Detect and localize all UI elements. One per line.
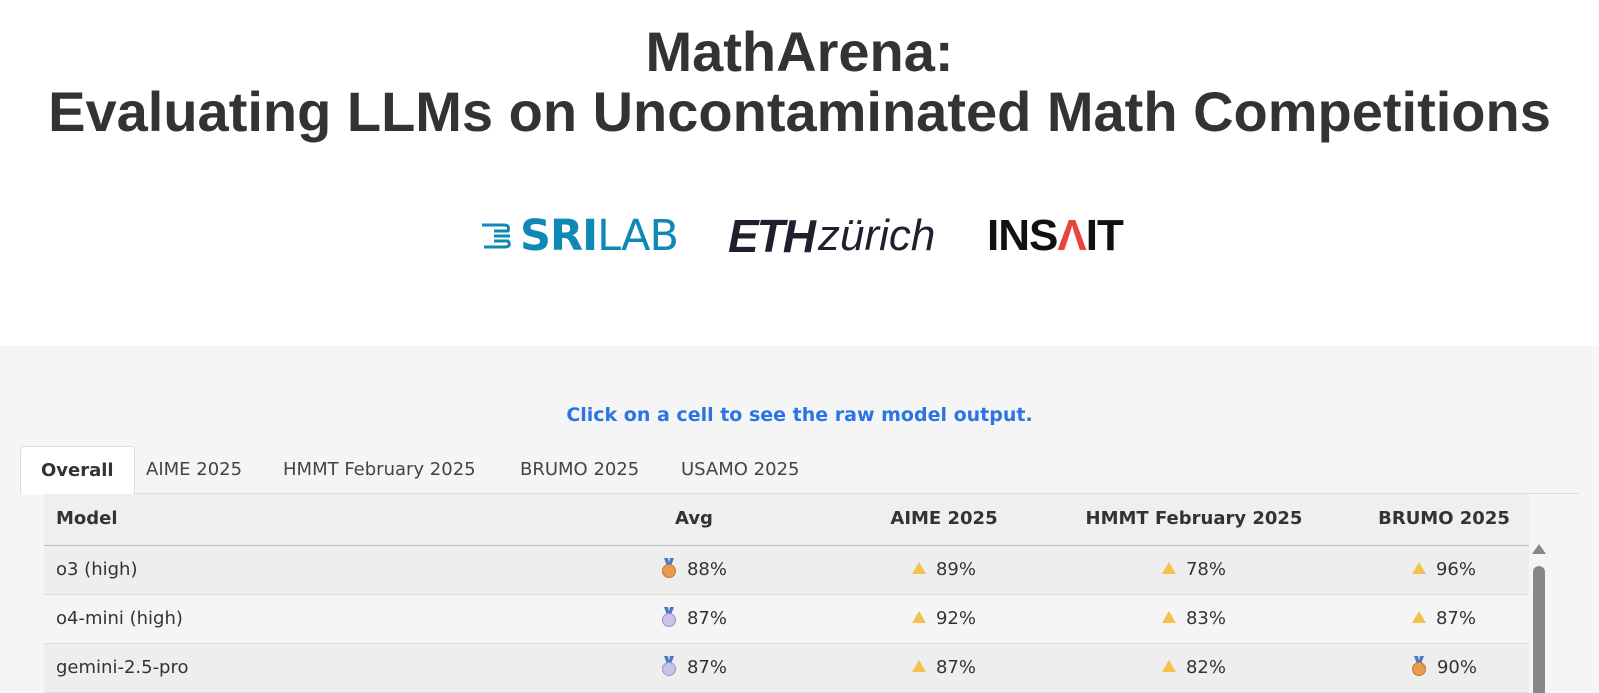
page-title: MathArena: Evaluating LLMs on Uncontamin… bbox=[0, 22, 1599, 142]
srilab-logo-bold: SRI bbox=[520, 211, 598, 261]
model-name: o3 (high) bbox=[56, 559, 138, 580]
model-name: o4-mini (high) bbox=[56, 608, 183, 629]
score-value: 89% bbox=[935, 559, 976, 580]
header-avg[interactable]: Avg bbox=[675, 508, 713, 529]
srilab-wind-icon bbox=[482, 223, 511, 249]
warning-icon bbox=[911, 562, 926, 574]
eth-logo-bold: ETH bbox=[728, 210, 816, 262]
warning-icon bbox=[911, 660, 926, 672]
header-aime-2025[interactable]: AIME 2025 bbox=[890, 508, 998, 529]
score-value: 83% bbox=[1185, 608, 1226, 629]
warning-icon bbox=[1411, 562, 1426, 574]
score-cell[interactable]: 87% bbox=[1304, 595, 1529, 643]
insait-logo[interactable]: INS Λ IT bbox=[987, 206, 1124, 266]
score-value: 92% bbox=[935, 608, 976, 629]
insait-logo-post: IT bbox=[1085, 211, 1124, 260]
hint-text: Click on a cell to see the raw model out… bbox=[566, 404, 1033, 426]
tab-hmmt-february-2025[interactable]: HMMT February 2025 bbox=[283, 459, 476, 480]
table-scrollbar[interactable] bbox=[1530, 544, 1548, 693]
score-value: 87% bbox=[686, 657, 727, 678]
score-value: 88% bbox=[686, 559, 727, 580]
score-cell[interactable]: 89% bbox=[804, 546, 1084, 594]
bronze-medal-icon bbox=[1411, 656, 1427, 676]
warning-icon bbox=[1161, 562, 1176, 574]
logo-row: SRI LAB ETH zürich INS Λ IT bbox=[0, 206, 1599, 266]
table-row: gemini-2.5-pro 87% 87% 82% 90% bbox=[44, 644, 1529, 693]
warning-icon bbox=[1411, 611, 1426, 623]
tab-overall[interactable]: Overall bbox=[20, 446, 135, 495]
page-header: MathArena: Evaluating LLMs on Uncontamin… bbox=[0, 0, 1599, 346]
score-cell[interactable]: 83% bbox=[1054, 595, 1334, 643]
srilab-logo-light: LAB bbox=[597, 211, 679, 261]
score-cell[interactable]: 90% bbox=[1304, 644, 1529, 692]
leaderboard-section: Click on a cell to see the raw model out… bbox=[0, 346, 1599, 693]
score-value: 90% bbox=[1436, 657, 1477, 678]
warning-icon bbox=[911, 611, 926, 623]
score-cell[interactable]: 82% bbox=[1054, 644, 1334, 692]
title-line-2: Evaluating LLMs on Uncontaminated Math C… bbox=[48, 80, 1551, 143]
insait-logo-a: Λ bbox=[1057, 211, 1086, 260]
header-hmmt-february-2025[interactable]: HMMT February 2025 bbox=[1085, 508, 1303, 529]
score-cell[interactable]: 87% bbox=[554, 644, 834, 692]
srilab-logo[interactable]: SRI LAB bbox=[480, 206, 679, 266]
header-brumo-2025[interactable]: BRUMO 2025 bbox=[1378, 508, 1510, 529]
score-cell[interactable]: 87% bbox=[554, 595, 834, 643]
table-header: Model Avg AIME 2025 HMMT February 2025 B… bbox=[44, 494, 1529, 546]
tab-brumo-2025[interactable]: BRUMO 2025 bbox=[520, 459, 640, 480]
warning-icon bbox=[1161, 660, 1176, 672]
score-value: 78% bbox=[1185, 559, 1226, 580]
score-cell[interactable]: 78% bbox=[1054, 546, 1334, 594]
scrollbar-thumb[interactable] bbox=[1533, 566, 1545, 693]
header-model[interactable]: Model bbox=[56, 508, 118, 529]
title-line-1: MathArena: bbox=[645, 20, 954, 83]
results-table: Model Avg AIME 2025 HMMT February 2025 B… bbox=[44, 494, 1529, 693]
model-name: gemini-2.5-pro bbox=[56, 657, 189, 678]
tab-aime-2025[interactable]: AIME 2025 bbox=[146, 459, 243, 480]
tab-usamo-2025[interactable]: USAMO 2025 bbox=[681, 459, 800, 480]
score-value: 87% bbox=[686, 608, 727, 629]
competition-tabs: Overall AIME 2025 HMMT February 2025 BRU… bbox=[20, 446, 1579, 495]
score-value: 82% bbox=[1185, 657, 1226, 678]
score-value: 96% bbox=[1435, 559, 1476, 580]
score-value: 87% bbox=[935, 657, 976, 678]
silver-medal-icon bbox=[661, 656, 677, 676]
warning-icon bbox=[1161, 611, 1176, 623]
bronze-medal-icon bbox=[661, 558, 677, 578]
eth-logo-light: zürich bbox=[818, 211, 936, 260]
insait-logo-pre: INS bbox=[987, 211, 1058, 260]
table-row: o3 (high) 88% 89% 78% 96% bbox=[44, 546, 1529, 595]
score-cell[interactable]: 87% bbox=[804, 644, 1084, 692]
silver-medal-icon bbox=[661, 607, 677, 627]
scroll-up-arrow-icon[interactable] bbox=[1532, 544, 1546, 554]
score-cell[interactable]: 96% bbox=[1304, 546, 1529, 594]
score-value: 87% bbox=[1435, 608, 1476, 629]
eth-zurich-logo[interactable]: ETH zürich bbox=[728, 206, 935, 266]
score-cell[interactable]: 88% bbox=[554, 546, 834, 594]
score-cell[interactable]: 92% bbox=[804, 595, 1084, 643]
table-row: o4-mini (high) 87% 92% 83% 87% bbox=[44, 595, 1529, 644]
